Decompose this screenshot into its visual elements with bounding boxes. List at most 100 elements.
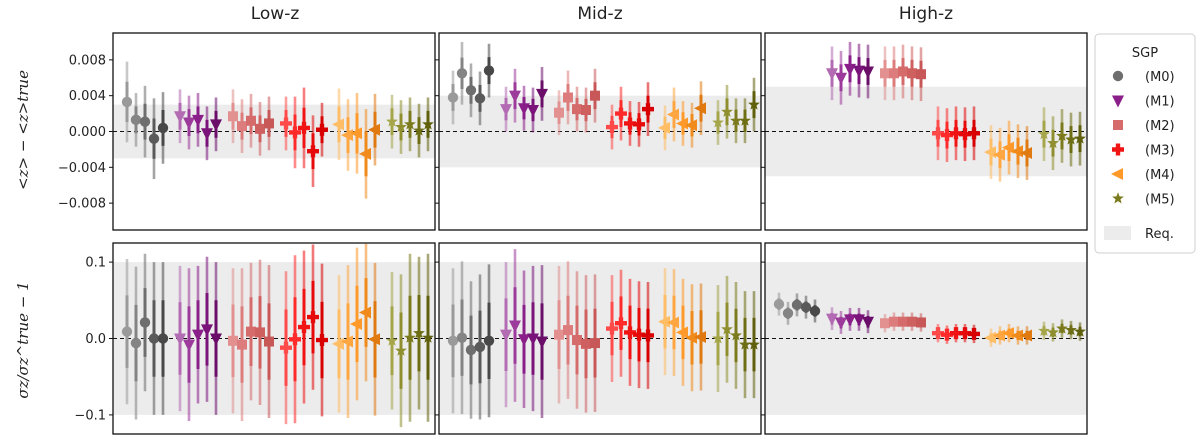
data-point-triangle-left <box>350 317 362 330</box>
data-point-plus <box>624 326 636 339</box>
data-point-plus <box>642 103 654 116</box>
data-point-circle <box>483 65 495 76</box>
data-point-square <box>255 327 265 338</box>
data-point-circle <box>447 335 459 346</box>
data-point-circle <box>782 308 794 319</box>
data-point-star <box>386 115 398 127</box>
data-point-triangle-left <box>685 331 697 344</box>
data-point-triangle-left <box>676 326 688 339</box>
data-point-circle <box>157 333 169 344</box>
data-point-square <box>916 317 926 328</box>
data-point-square <box>237 339 247 350</box>
data-point-plus <box>968 327 980 340</box>
data-point-triangle-left <box>984 331 996 344</box>
data-point-plus <box>959 327 971 340</box>
data-point-triangle-left <box>1002 327 1014 340</box>
panels: 0.008 0.004 0.000 −0.004 −0.008 0.1 0.0 −0.1 <box>58 32 1088 435</box>
data-point-triangle-down <box>509 90 521 103</box>
data-points <box>773 292 1086 347</box>
data-point-plus <box>941 328 953 341</box>
panel-title-mid-z: Mid-z <box>577 4 622 24</box>
data-point-triangle-left <box>368 123 380 136</box>
data-point-square <box>898 316 908 327</box>
data-point-triangle-down <box>210 333 222 346</box>
data-point-star <box>712 116 724 128</box>
data-point-star <box>748 338 760 350</box>
legend-label: (M3) <box>1145 144 1175 159</box>
data-point-circle <box>465 85 477 96</box>
data-point-triangle-down <box>174 333 186 346</box>
data-point-plus <box>615 107 627 120</box>
data-point-triangle-left <box>993 148 1005 161</box>
legend-title: SGP <box>1132 46 1158 61</box>
data-point-circle <box>139 317 151 328</box>
data-point-plus <box>298 121 310 134</box>
data-point-triangle-down <box>826 68 838 81</box>
data-point-triangle-left <box>694 102 706 115</box>
data-point-triangle-left <box>341 129 353 142</box>
data-point-circle <box>148 133 160 144</box>
data-point-triangle-down <box>527 105 539 118</box>
data-point-triangle-left <box>1020 146 1032 159</box>
data-point-plus <box>624 117 636 130</box>
data-point-triangle-left <box>667 316 679 329</box>
data-point-triangle-down <box>826 313 838 326</box>
data-point-square <box>889 316 899 327</box>
legend-entries: (M0) (M1) (M2) (M3) (M4) (M5) <box>1111 70 1175 208</box>
data-point-triangle-down <box>518 103 530 116</box>
data-point-plus <box>280 341 292 354</box>
data-point-plus <box>606 322 618 335</box>
data-point-plus <box>298 321 310 334</box>
data-point-star <box>739 338 751 350</box>
data-point-circle <box>456 68 468 79</box>
data-point-triangle-left <box>341 335 353 348</box>
data-point-star <box>404 331 416 343</box>
data-point-plus <box>606 121 618 134</box>
data-point-triangle-left <box>694 330 706 343</box>
data-point-star <box>395 120 407 133</box>
data-point-square <box>590 90 600 101</box>
data-point-square <box>898 66 908 77</box>
data-point-circle <box>809 305 821 317</box>
data-point-circle <box>465 344 477 356</box>
data-point-square <box>255 123 265 134</box>
data-point-plus <box>959 128 971 141</box>
data-point-square <box>563 325 573 336</box>
data-point-square <box>228 111 238 122</box>
data-point-plus <box>633 328 645 341</box>
data-point-star <box>1056 322 1068 334</box>
data-point-square <box>563 92 573 103</box>
data-point-star <box>1047 136 1059 149</box>
ylabel-mean: <z> − <z>true <box>14 70 32 190</box>
data-point-circle <box>773 298 785 310</box>
data-point-star <box>748 98 760 110</box>
data-point-star <box>1038 324 1050 336</box>
data-point-triangle-left <box>1011 329 1023 342</box>
data-point-triangle-down <box>174 111 186 124</box>
data-point-plus <box>932 127 944 140</box>
data-point-triangle-left <box>658 121 670 134</box>
data-point-triangle-left <box>332 337 344 350</box>
data-point-star <box>1074 132 1086 144</box>
data-point-plus <box>968 127 980 140</box>
legend-entry: (M3) <box>1112 143 1175 159</box>
data-point-triangle-left <box>667 108 679 121</box>
data-points <box>447 41 760 151</box>
data-point-plus <box>941 129 953 142</box>
data-point-square <box>237 121 247 132</box>
data-point-plus <box>307 145 319 158</box>
data-point-star <box>712 332 724 344</box>
data-point-plus <box>307 311 319 324</box>
panel-title-high-z: High-z <box>899 4 953 24</box>
legend-marker-star <box>1112 192 1124 204</box>
data-point-plus <box>950 327 962 340</box>
legend-label: (M4) <box>1145 168 1175 183</box>
data-point-triangle-down <box>201 128 213 141</box>
legend-entry: (M0) <box>1112 70 1175 85</box>
data-point-triangle-left <box>1011 145 1023 158</box>
data-point-square <box>228 335 238 346</box>
legend: SGP (M0) (M1) (M2) (M3) (M4) (M5) Req. <box>1094 33 1196 254</box>
data-point-circle <box>474 341 486 353</box>
data-point-circle <box>157 122 169 134</box>
data-point-circle <box>483 335 495 346</box>
